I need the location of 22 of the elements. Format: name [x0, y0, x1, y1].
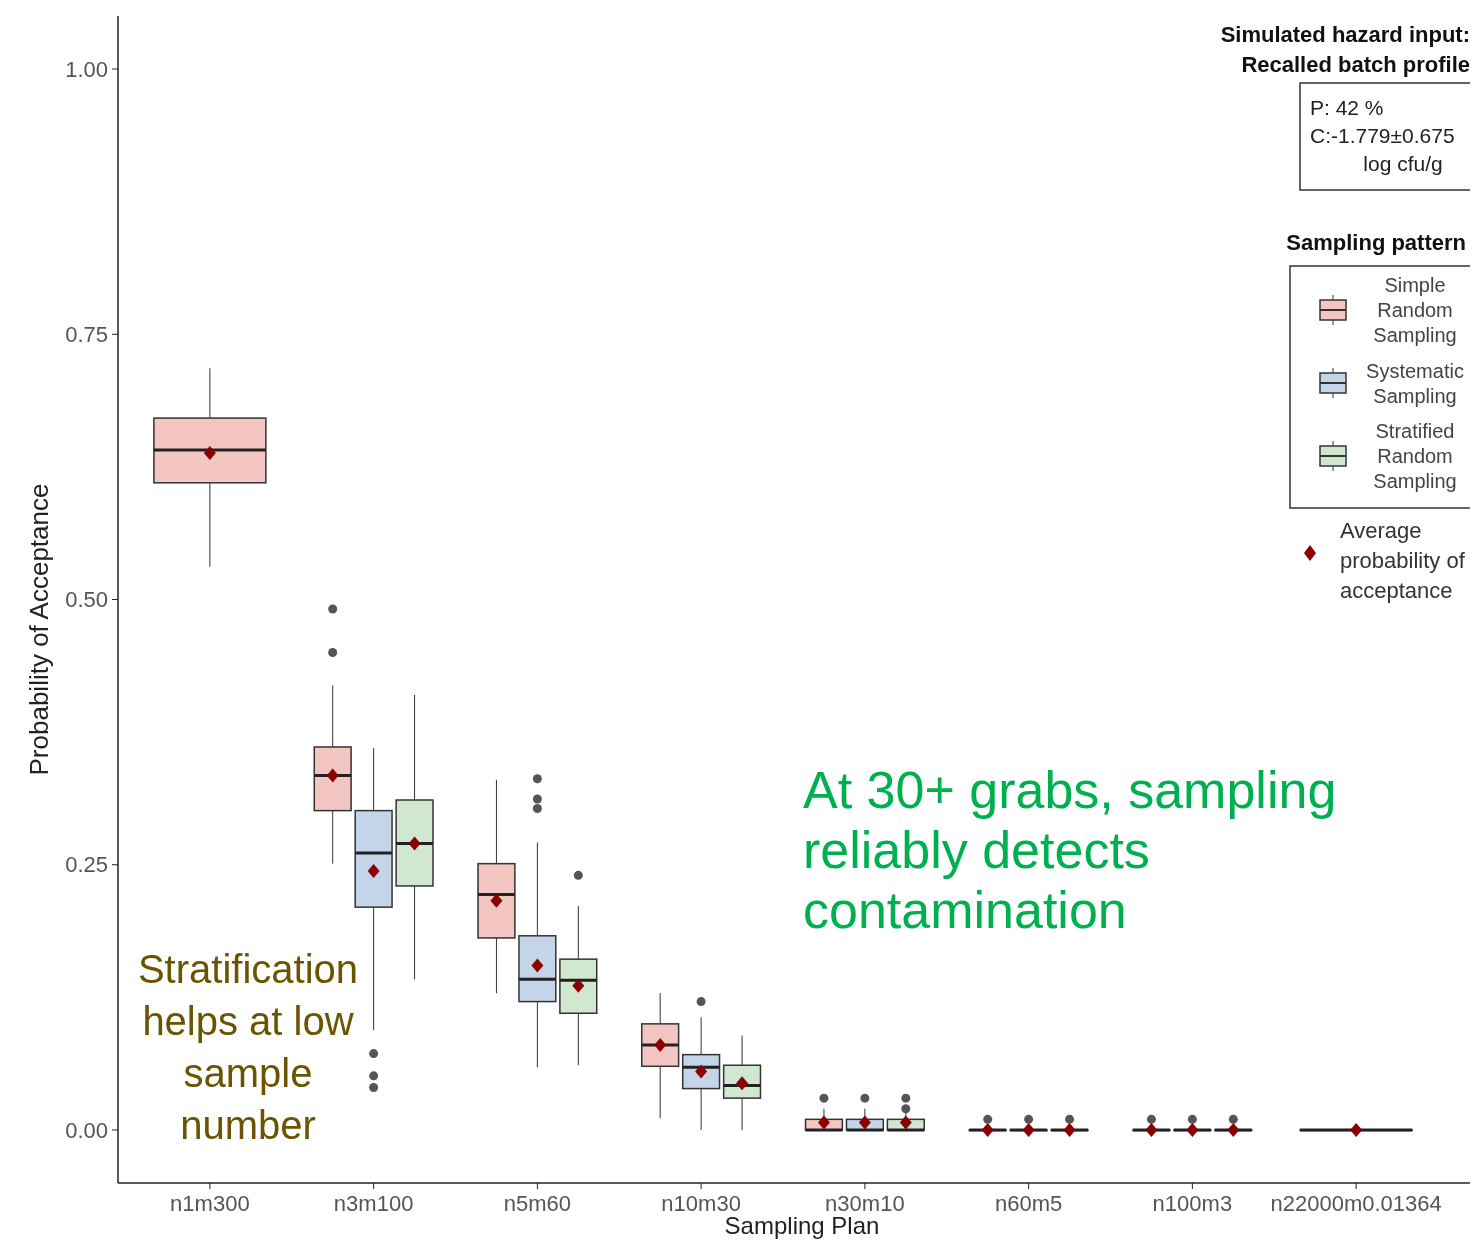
- x-tick-label: n1m300: [170, 1191, 250, 1216]
- annotation: P: 42 %: [1310, 96, 1384, 119]
- x-tick-label: n22000m0.01364: [1270, 1191, 1442, 1216]
- annotation: Stratification helps at low sample number: [137, 947, 359, 1147]
- legend-label: Stratified Random Sampling: [1373, 420, 1457, 492]
- legend-title: Sampling pattern: [1286, 230, 1466, 255]
- x-tick-label: n100m3: [1152, 1191, 1233, 1216]
- y-axis-title: Probability of Acceptance: [24, 483, 54, 776]
- y-tick-label: 1.00: [65, 56, 108, 82]
- text: Simple Random Sampling: [1373, 274, 1457, 346]
- y-tick-label: 0.00: [65, 1117, 108, 1143]
- x-tick-label: n3m100: [333, 1191, 414, 1216]
- annotation: Simulated hazard input: Recalled batch profile: [1220, 22, 1470, 77]
- x-tick-label: n5m60: [503, 1191, 572, 1216]
- annotation: Average probability of acceptance: [1340, 518, 1466, 603]
- y-tick-label: 0.25: [65, 852, 108, 878]
- annotation: C:-1.779±0.675 log cfu/g: [1310, 124, 1455, 175]
- y-tick-label: 0.75: [65, 321, 108, 347]
- annotation: At 30+ grabs, sampling reliably detects contamination: [803, 761, 1337, 939]
- legend-label: Systematic Sampling: [1366, 359, 1464, 407]
- x-tick-label: n60m5: [994, 1191, 1063, 1216]
- y-tick-label: 0.50: [65, 587, 108, 613]
